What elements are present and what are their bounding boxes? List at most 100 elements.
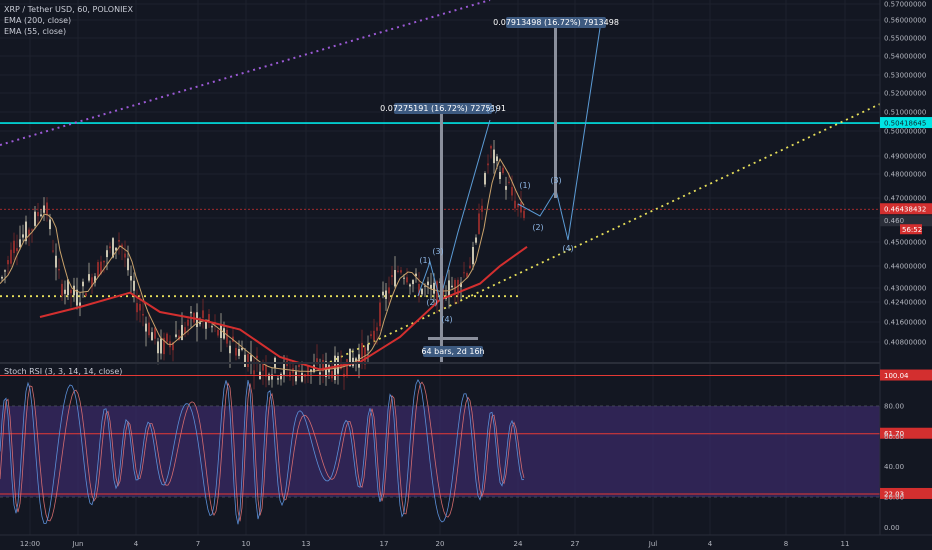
current-price-label: 0.46438432: [884, 206, 926, 214]
candle-body: [283, 362, 285, 375]
candle-body: [418, 283, 420, 296]
price-axis[interactable]: 0.57000000 0.56000000 0.55000000 0.54000000…: [880, 1, 932, 347]
candle-body: [397, 270, 399, 272]
candle-body: [223, 328, 225, 339]
purple-trendline[interactable]: [0, 0, 491, 146]
candle-body: [217, 329, 219, 336]
rsi-level-label-bg: [880, 427, 932, 439]
price-tick-label: 0.50000000: [884, 128, 926, 136]
resistance-price-label-bg: [880, 117, 932, 129]
candle-body: [415, 273, 417, 277]
candle-body: [448, 280, 450, 297]
chart-legend: XRP / Tether USD, 60, POLONIEX EMA (200,…: [4, 4, 133, 37]
candle-body: [82, 281, 84, 287]
time-tick-label: 20: [436, 540, 445, 548]
candle-body: [406, 277, 408, 283]
candle-body: [349, 348, 351, 367]
candle-body: [115, 247, 117, 251]
candle-body: [379, 302, 381, 327]
candle-body: [70, 289, 72, 294]
candle-body: [190, 311, 192, 314]
candle-body: [346, 359, 348, 376]
rsi-tick-label: 40.00: [884, 463, 904, 471]
time-tick-label: 10: [242, 540, 251, 548]
candle-body: [382, 291, 384, 296]
resistance-price-label: 0.50418645: [884, 120, 926, 128]
candle-body: [517, 203, 519, 208]
candle-body: [211, 326, 213, 328]
candle-body: [280, 373, 282, 380]
price-pane[interactable]: 0.07275191 (16.72%) 7275191 0.07913498 (1…: [0, 0, 881, 390]
candle-body: [199, 322, 201, 325]
rsi-title[interactable]: Stoch RSI (3, 3, 14, 14, close): [4, 367, 123, 376]
time-tick-label: 8: [784, 540, 788, 548]
annotation-label: 0.07913498 (16.72%) 7913498: [493, 18, 619, 27]
stoch-k-line[interactable]: [0, 379, 525, 525]
stoch-rsi-pane[interactable]: [0, 375, 880, 525]
rsi-tick-label: 0.00: [884, 524, 900, 532]
candle-body: [184, 327, 186, 334]
candle-body: [4, 270, 6, 272]
wave-label: (3): [550, 176, 561, 185]
candle-body: [499, 172, 501, 180]
symbol-title[interactable]: XRP / Tether USD, 60, POLONIEX: [4, 5, 133, 14]
candle-body: [262, 364, 264, 371]
candle-body: [409, 284, 411, 287]
candle-body: [124, 253, 126, 258]
candle-body: [16, 248, 18, 252]
candle-body: [175, 334, 177, 337]
candle-body: [481, 205, 483, 212]
ema55-legend[interactable]: EMA (55, close): [4, 27, 67, 36]
price-tick-label: 0.47000000: [884, 195, 926, 203]
candle-body: [43, 205, 45, 213]
last-price-label-bg: [880, 215, 932, 227]
candle-body: [520, 202, 522, 213]
candle-body: [127, 258, 129, 271]
candle-body: [145, 323, 147, 332]
price-tick-label: 0.51000000: [884, 109, 926, 117]
candle-body: [427, 281, 429, 286]
candle-body: [373, 330, 375, 341]
price-tick-label: 0.52000000: [884, 90, 926, 98]
time-tick-label: 11: [841, 540, 850, 548]
candle-body: [235, 347, 237, 356]
candle-body: [139, 304, 141, 311]
candle-body: [514, 200, 516, 209]
rsi-axis[interactable]: 100.04 61.70 22.03 80.00 60.00 40.00 20.00 0.00: [880, 369, 932, 532]
candle-body: [142, 314, 144, 316]
candle-body: [13, 240, 15, 254]
annotation-box: [423, 346, 483, 357]
rsi-legend: Stoch RSI (3, 3, 14, 14, close): [4, 366, 122, 377]
candle-body: [154, 327, 156, 339]
ema200-legend[interactable]: EMA (200, close): [4, 16, 72, 25]
candle-body: [457, 279, 459, 295]
candle-body: [403, 277, 405, 279]
candle-body: [433, 282, 435, 294]
price-tick-label: 0.45000000: [884, 239, 926, 247]
time-axis[interactable]: 12:00 Jun 4 7 10 13 17 20 24 27 Jul 4 8 11: [20, 540, 850, 548]
candle-body: [40, 214, 42, 217]
wave-label: (4): [441, 315, 452, 324]
price-tick-label: 0.43000000: [884, 285, 926, 293]
candle-body: [112, 238, 114, 258]
rsi-level-label: 61.70: [884, 430, 904, 438]
wave-label: (5): [486, 105, 497, 114]
time-tick-label: 27: [571, 540, 580, 548]
candle-body: [130, 275, 132, 281]
candle-body: [148, 322, 150, 336]
candle-body: [337, 356, 339, 374]
time-tick-label: 4: [708, 540, 713, 548]
candle-body: [58, 268, 60, 271]
candle-body: [391, 275, 393, 278]
candle-body: [220, 324, 222, 339]
annotation-box: [506, 17, 606, 28]
candle-body: [367, 344, 369, 351]
candle-body: [253, 370, 255, 375]
stoch-d-line[interactable]: [0, 381, 525, 522]
candle-body: [28, 229, 30, 235]
countdown-label-bg: [900, 224, 922, 235]
candle-body: [10, 249, 12, 264]
candle-body: [97, 262, 99, 277]
candle-body: [157, 341, 159, 354]
